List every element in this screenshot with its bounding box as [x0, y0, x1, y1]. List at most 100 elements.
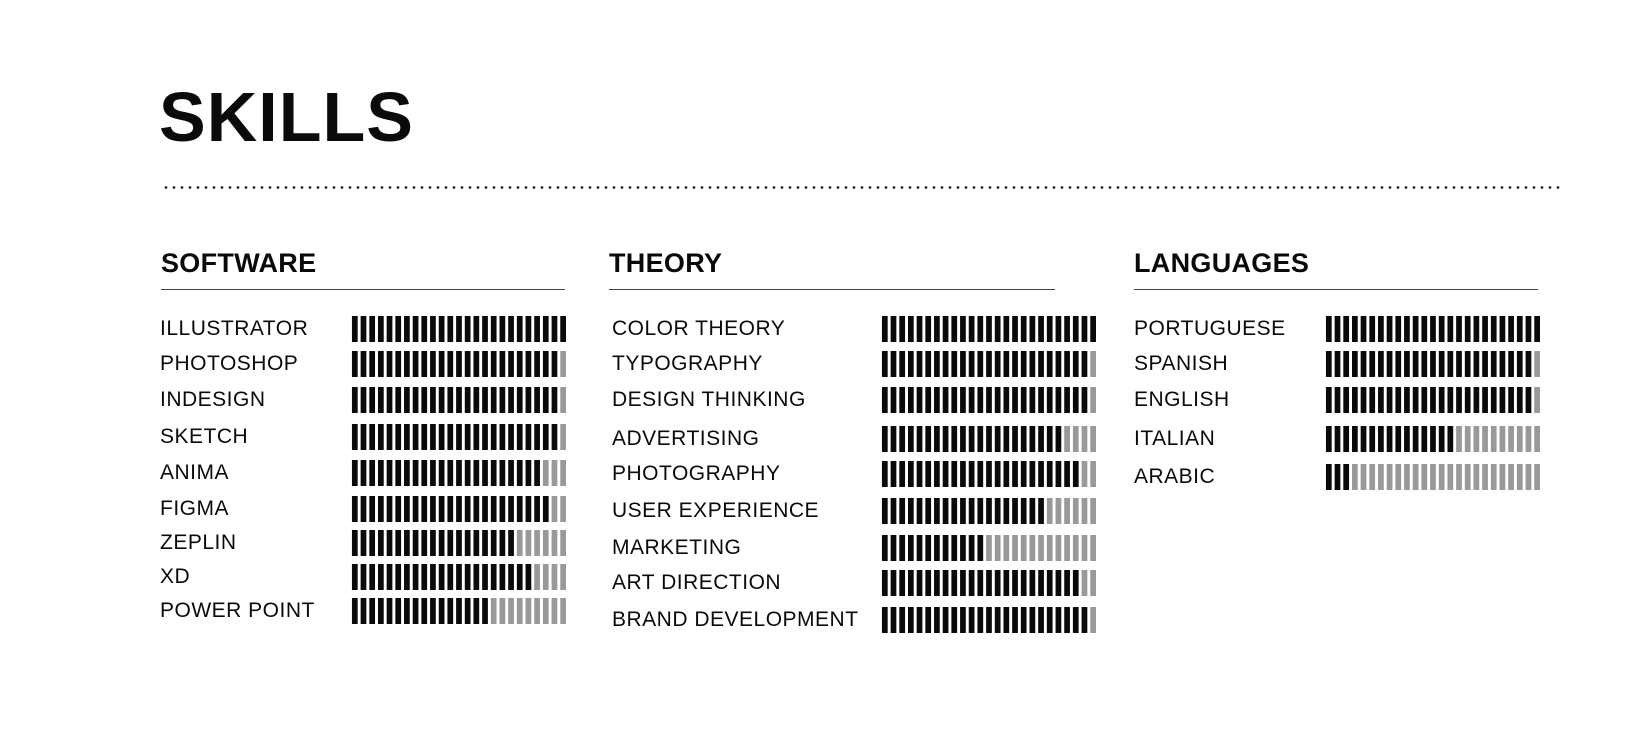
bar-segment-empty [1508, 464, 1514, 490]
bar-segment-filled [395, 530, 402, 556]
bar-segment-empty [1378, 464, 1384, 490]
bar-segment-filled [899, 570, 906, 596]
bar-segment-filled [1404, 316, 1410, 342]
bar-segment-filled [1064, 387, 1070, 413]
bar-segment-filled [1090, 316, 1096, 342]
bar-segment-filled [994, 351, 1001, 377]
bar-segment-filled [377, 316, 384, 342]
bar-segment-filled [1020, 570, 1027, 596]
bar-segment-filled [482, 564, 488, 590]
bar-segment-filled [934, 351, 940, 377]
bar-segment-filled [942, 535, 949, 561]
bar-segment-filled [1386, 351, 1393, 377]
bar-segment-filled [977, 387, 984, 413]
bar-segment-filled [1055, 387, 1062, 413]
bar-segment-filled [960, 607, 966, 633]
bar-segment-empty [1046, 498, 1053, 524]
bar-segment-empty [1525, 464, 1532, 490]
bar-segment-filled [404, 424, 410, 450]
bar-segment-filled [447, 387, 454, 413]
bar-segment-filled [421, 460, 428, 486]
bar-segment-filled [968, 387, 975, 413]
skill-label: ILLUSTRATOR [160, 317, 309, 340]
bar-segment-filled [960, 316, 966, 342]
bar-segment-filled [1012, 461, 1018, 487]
skill-level-bar [1325, 387, 1540, 413]
bar-segment-filled [421, 496, 428, 522]
skill-label: ADVERTISING [612, 427, 760, 450]
bar-segment-filled [916, 498, 923, 524]
bar-segment-empty [525, 598, 532, 624]
bar-segment-filled [977, 461, 984, 487]
bar-segment-filled [508, 460, 514, 486]
bar-segment-filled [1464, 387, 1471, 413]
bar-segment-filled [404, 530, 410, 556]
skill-level-bar [1325, 426, 1540, 452]
bar-segment-filled [1360, 351, 1367, 377]
bar-segment-filled [404, 387, 410, 413]
bar-segment-empty [1072, 498, 1079, 524]
bar-segment-filled [395, 564, 402, 590]
bar-segment-empty [1064, 426, 1070, 452]
bar-segment-filled [1525, 387, 1532, 413]
bar-segment-empty [1386, 464, 1393, 490]
bar-segment-filled [438, 351, 445, 377]
bar-segment-filled [942, 570, 949, 596]
bar-segment-filled [1081, 387, 1088, 413]
skill-label: PHOTOGRAPHY [612, 462, 781, 485]
bar-segment-filled [412, 316, 419, 342]
bar-segment-filled [890, 316, 897, 342]
bar-segment-filled [482, 460, 488, 486]
bar-segment-filled [482, 598, 488, 624]
bar-segment-filled [1012, 426, 1018, 452]
bar-segment-filled [438, 424, 445, 450]
bar-segment-filled [1412, 351, 1419, 377]
bar-segment-filled [977, 535, 984, 561]
bar-segment-filled [968, 426, 975, 452]
bar-segment-empty [516, 530, 523, 556]
bar-segment-filled [968, 498, 975, 524]
software-section: SOFTWARE [161, 248, 565, 290]
bar-segment-filled [516, 387, 523, 413]
bar-segment-filled [960, 461, 966, 487]
bar-segment-filled [1508, 351, 1514, 377]
bar-segment-filled [516, 316, 523, 342]
bar-segment-filled [1447, 387, 1454, 413]
bar-segment-filled [890, 570, 897, 596]
section-heading-theory: THEORY [609, 248, 723, 278]
bar-segment-filled [994, 570, 1001, 596]
bar-segment-filled [534, 316, 540, 342]
skill-level-bar [351, 460, 566, 486]
skill-level-bar [881, 607, 1096, 633]
bar-segment-filled [404, 351, 410, 377]
bar-segment-filled [386, 387, 393, 413]
bar-segment-filled [404, 564, 410, 590]
bar-segment-filled [925, 387, 932, 413]
bar-segment-filled [1464, 351, 1471, 377]
bar-segment-empty [1012, 535, 1018, 561]
bar-segment-filled [1020, 498, 1027, 524]
bar-segment-filled [951, 461, 958, 487]
bar-segment-filled [1038, 316, 1044, 342]
bar-segment-empty [1020, 535, 1027, 561]
skill-level-bar [351, 598, 566, 624]
bar-segment-filled [473, 496, 480, 522]
bar-segment-filled [1490, 351, 1497, 377]
bar-segment-filled [1003, 570, 1010, 596]
bar-segment-filled [1072, 607, 1079, 633]
bar-segment-filled [395, 496, 402, 522]
bar-segment-filled [1081, 351, 1088, 377]
bar-segment-filled [534, 460, 540, 486]
bar-segment-filled [1012, 316, 1018, 342]
skill-level-bar [351, 424, 566, 450]
bar-segment-filled [1378, 351, 1384, 377]
bar-segment-filled [890, 498, 897, 524]
bar-segment-filled [1490, 316, 1497, 342]
bar-segment-filled [1516, 351, 1523, 377]
bar-segment-filled [464, 460, 471, 486]
bar-segment-filled [508, 424, 514, 450]
bar-segment-filled [942, 387, 949, 413]
bar-segment-filled [369, 351, 376, 377]
skill-label: ART DIRECTION [612, 571, 782, 594]
bar-segment-filled [934, 570, 940, 596]
